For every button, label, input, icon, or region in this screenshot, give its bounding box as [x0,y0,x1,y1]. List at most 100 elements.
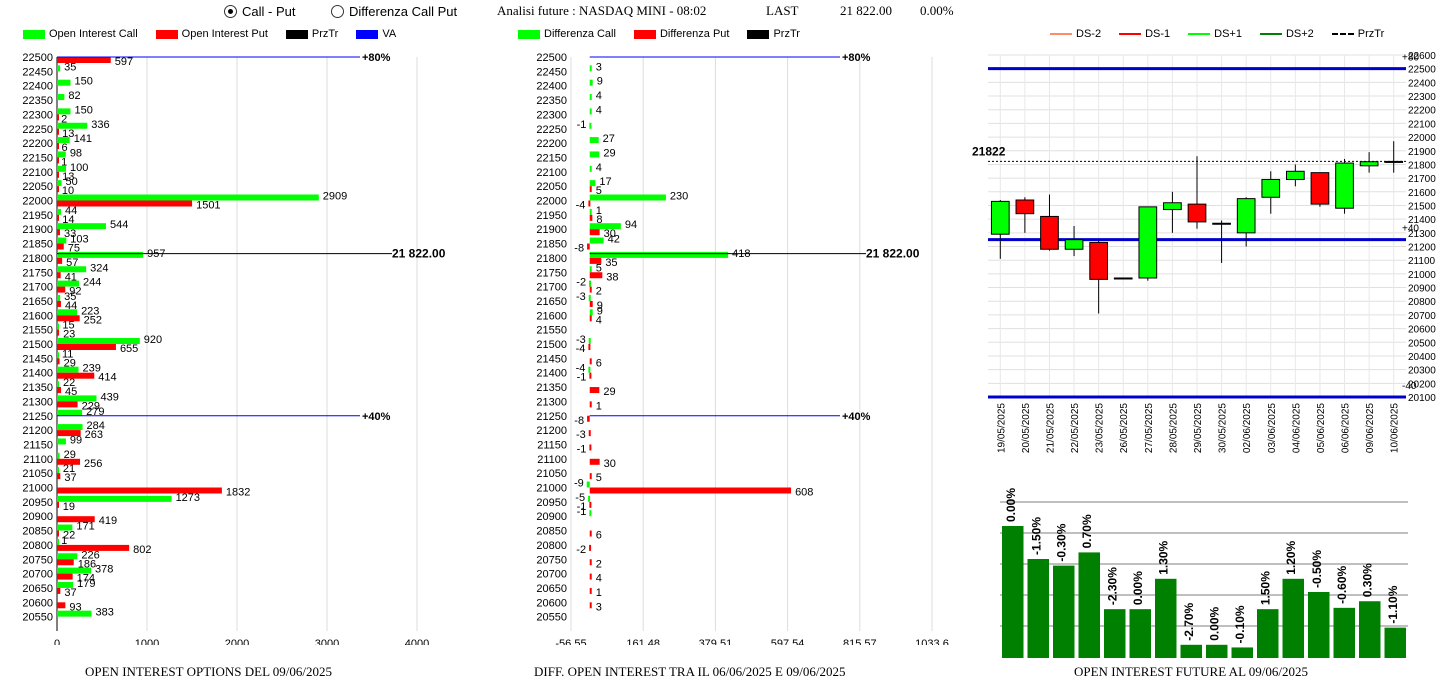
y-tick-label: 21700 [1408,174,1436,185]
diff-call-bar [588,294,591,301]
put-bar [57,530,59,537]
candle-body [1040,215,1059,250]
put-bar [57,559,74,566]
candle-body [1286,170,1305,180]
y-tick-label: 22400 [1408,78,1436,89]
strike-label: 22250 [22,124,53,136]
strike-label: 21150 [537,439,567,451]
x-tick-label: 30/05/2025 [1218,403,1229,453]
strike-label: 21900 [536,224,567,236]
put-value-label: 19 [63,501,75,513]
call-bar [57,438,66,445]
oi-bar-label: 1.30% [1157,540,1171,574]
oi-bar-label: -1.10% [1386,585,1400,623]
radio-differenza[interactable]: Differenza Call Put [331,4,457,21]
diff-put-bar [589,501,592,508]
diff-put-bar [589,559,592,566]
oi-bar-label: -2.30% [1106,567,1120,605]
oi-bar [1027,559,1049,658]
va-line-label: +40% [362,411,391,423]
strike-label: 20600 [536,597,567,609]
put-bar [57,458,81,465]
oi-bar [1359,601,1381,658]
x-tick-label: 20/05/2025 [1021,403,1032,453]
radio-differenza-label: Differenza Call Put [349,4,458,19]
diff-put-label: -1 [577,501,587,513]
strike-label: 21500 [22,339,53,351]
x-tick-label: 27/05/2025 [1144,403,1155,453]
legend-ds+1: DS+1 [1188,28,1242,40]
diff-put-bar [587,243,590,250]
call-value-label: 82 [68,90,80,102]
diff-call-label: -2 [576,277,586,289]
put-bar [57,257,63,264]
put-value-label: 597 [115,56,133,68]
y-tick-label: 22600 [1408,51,1436,62]
diff-call-bar [589,137,599,144]
put-bar [57,186,59,193]
prztr-label: 21 822.00 [392,247,446,261]
future-candlestick-chart: 22600 22500 22400 22300 22200 22100 22000 21900… [972,51,1436,453]
oi-bar-label: 0.30% [1361,563,1375,597]
strike-label: 21200 [536,425,567,437]
diff-call-bar [589,208,592,215]
diff-put-bar [589,257,602,264]
diff-put-label: -1 [577,443,587,455]
call-value-label: 2909 [323,191,347,203]
candle-body [1310,172,1330,205]
call-bar [57,524,73,531]
strike-label: 22450 [536,66,567,78]
call-value-label: 179 [77,578,95,590]
candle-body [1187,203,1207,223]
diff-call-label: 4 [596,90,602,102]
future-oi-bar-chart: 0.00% -1.50% -0.30% 0.70% -2.30% 0.00% 1.30% -2… [1000,488,1408,658]
call-value-label: 544 [110,219,128,231]
strike-label: 21800 [536,253,567,265]
radio-call-put[interactable]: Call - Put [224,4,295,21]
strike-label: 20650 [22,583,53,595]
oi-bar-label: -2.70% [1182,602,1196,640]
call-value-label: 378 [95,564,113,576]
oi-bar-label: -0.50% [1310,550,1324,588]
diff-put-label: -4 [576,343,586,355]
diff-call-label: 230 [670,191,688,203]
diff-call-bar [589,309,593,316]
strike-label: 22150 [536,152,567,164]
analysis-title: Analisi future : NASDAQ MINI - 08:02 [497,3,707,18]
x-tick-label: 04/06/2025 [1291,403,1302,453]
strike-label: 20550 [536,612,567,624]
va-line-label: +80% [842,52,871,64]
put-value-label: 229 [82,400,100,412]
x-tick-label: 3000 [315,638,339,645]
candle-body [1359,161,1379,167]
put-bar [57,573,73,580]
diff-call-bar [589,151,600,158]
strike-label: 22300 [536,109,567,121]
candle-body [1261,178,1281,198]
strike-label: 20850 [22,526,53,538]
oi-bar-label: 0.00% [1131,571,1145,605]
diff-put-bar [589,401,592,408]
strike-label: 21100 [23,454,53,466]
diff-open-interest-chart: -56.55 161.48 379.51 597.54 815.57 1033.6 2250… [536,52,948,645]
put-bar [57,501,59,508]
oi-bar-label: -0.30% [1055,523,1069,561]
put-value-label: 37 [64,472,76,484]
strike-label: 21550 [536,325,567,337]
diff-put-bar [589,602,592,609]
call-value-label: 21 [63,463,75,475]
diff-put-label: 1 [596,587,602,599]
candle-body [1089,241,1108,280]
y-tick-label: 22500 [1408,65,1436,76]
put-value-label: 1832 [226,487,250,499]
oi-bar-label: 0.00% [1208,606,1222,640]
y-tick-label: 21800 [1408,160,1436,171]
strike-label: 21600 [22,310,53,322]
strike-label: 21750 [22,267,53,279]
diff-put-label: 9 [597,300,603,312]
legend-call: Open Interest Call [23,28,138,40]
call-value-label: 920 [144,334,162,346]
put-value-label: 41 [65,271,77,283]
legend-ds-1: DS-1 [1119,28,1170,40]
